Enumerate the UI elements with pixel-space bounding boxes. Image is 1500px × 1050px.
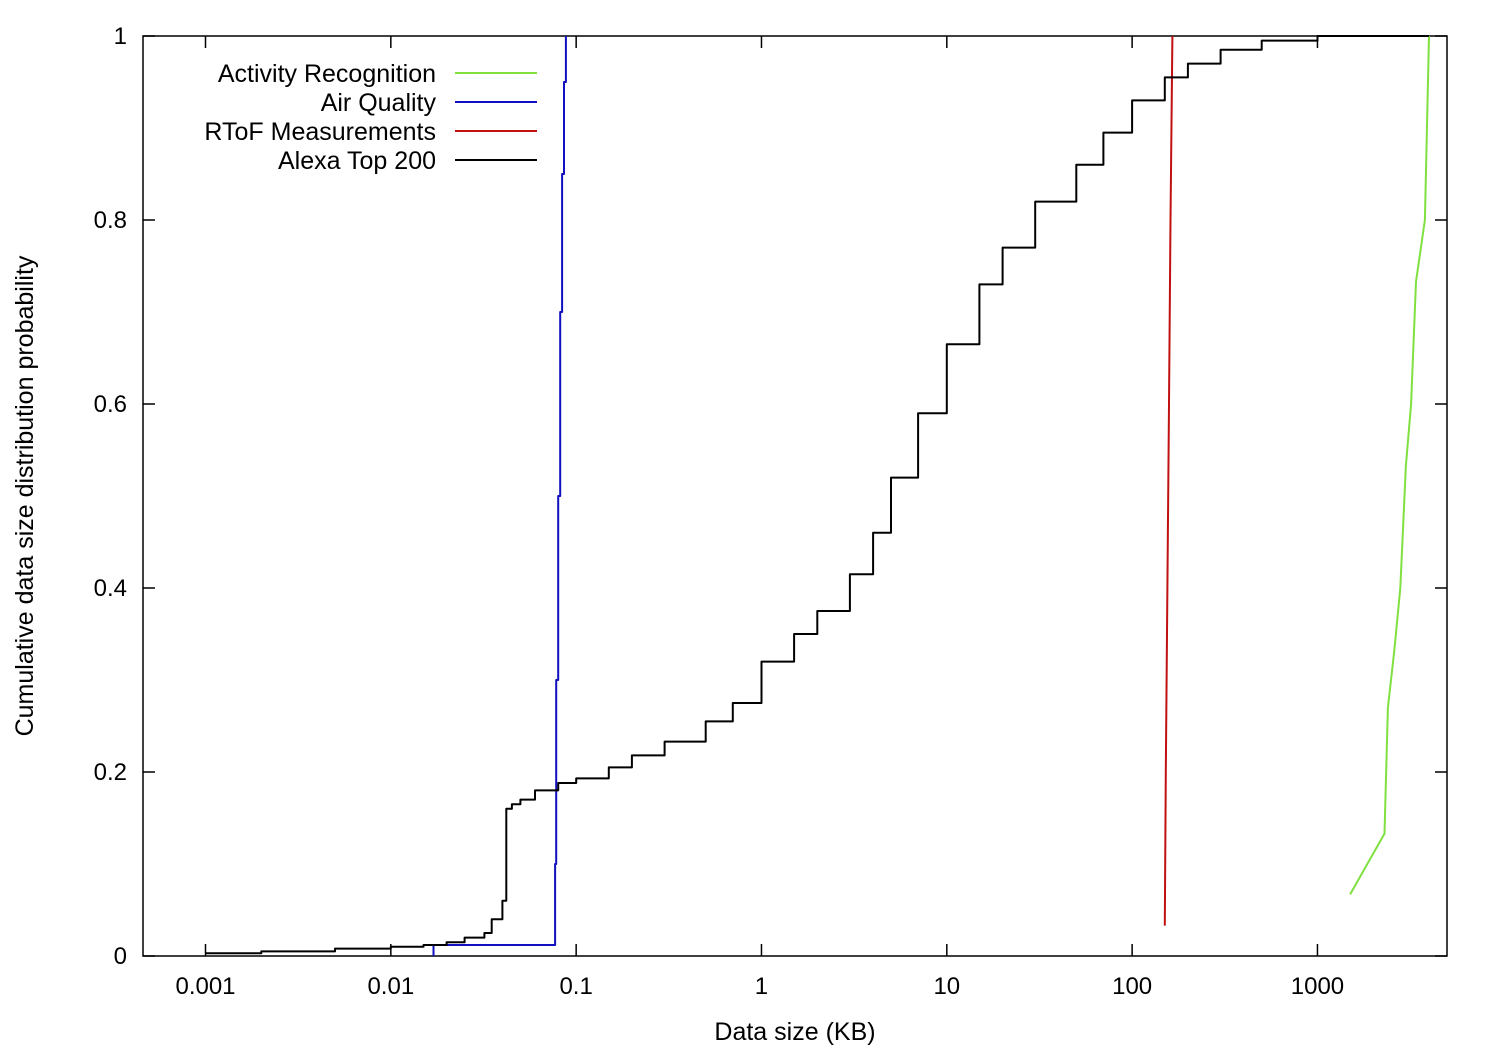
- x-tick-label: 100: [1112, 973, 1152, 1000]
- x-tick-label: 1: [755, 973, 768, 1000]
- y-tick-label: 0.4: [94, 575, 127, 602]
- x-axis-title: Data size (KB): [714, 1018, 875, 1046]
- x-tick-label: 1000: [1291, 973, 1344, 1000]
- y-tick-label: 0: [114, 943, 127, 970]
- series-line-alexa-top-200: [205, 35, 1429, 955]
- legend-label-air-quality: Air Quality: [321, 89, 437, 117]
- legend-label-activity-recognition: Activity Recognition: [218, 60, 436, 88]
- plot-frame: [142, 35, 1448, 957]
- legend-label-alexa-top-200: Alexa Top 200: [278, 147, 436, 175]
- x-tick-label: 0.001: [175, 973, 235, 1000]
- legend-label-rtof-measurements: RToF Measurements: [204, 118, 436, 146]
- series-line-rtof-measurements: [1163, 35, 1174, 926]
- x-tick-label: 0.1: [559, 973, 592, 1000]
- y-tick-label: 0.2: [94, 759, 127, 786]
- x-tick-label: 0.01: [367, 973, 414, 1000]
- y-tick-label: 0.6: [94, 391, 127, 418]
- series-line-activity-recognition: [1349, 35, 1430, 895]
- x-tick-label: 10: [933, 973, 960, 1000]
- y-tick-label: 0.8: [94, 207, 127, 234]
- axis-ticks: 0.001 0.01 0.1 1 10 100 1000 0 0.2 0.4 0.6 0.8 1: [94, 23, 1447, 1000]
- y-tick-label: 1: [114, 23, 127, 50]
- series-line-air-quality: [432, 36, 567, 956]
- y-axis-title: Cumulative data size distribution probab…: [11, 255, 39, 736]
- series-layer: [205, 35, 1430, 956]
